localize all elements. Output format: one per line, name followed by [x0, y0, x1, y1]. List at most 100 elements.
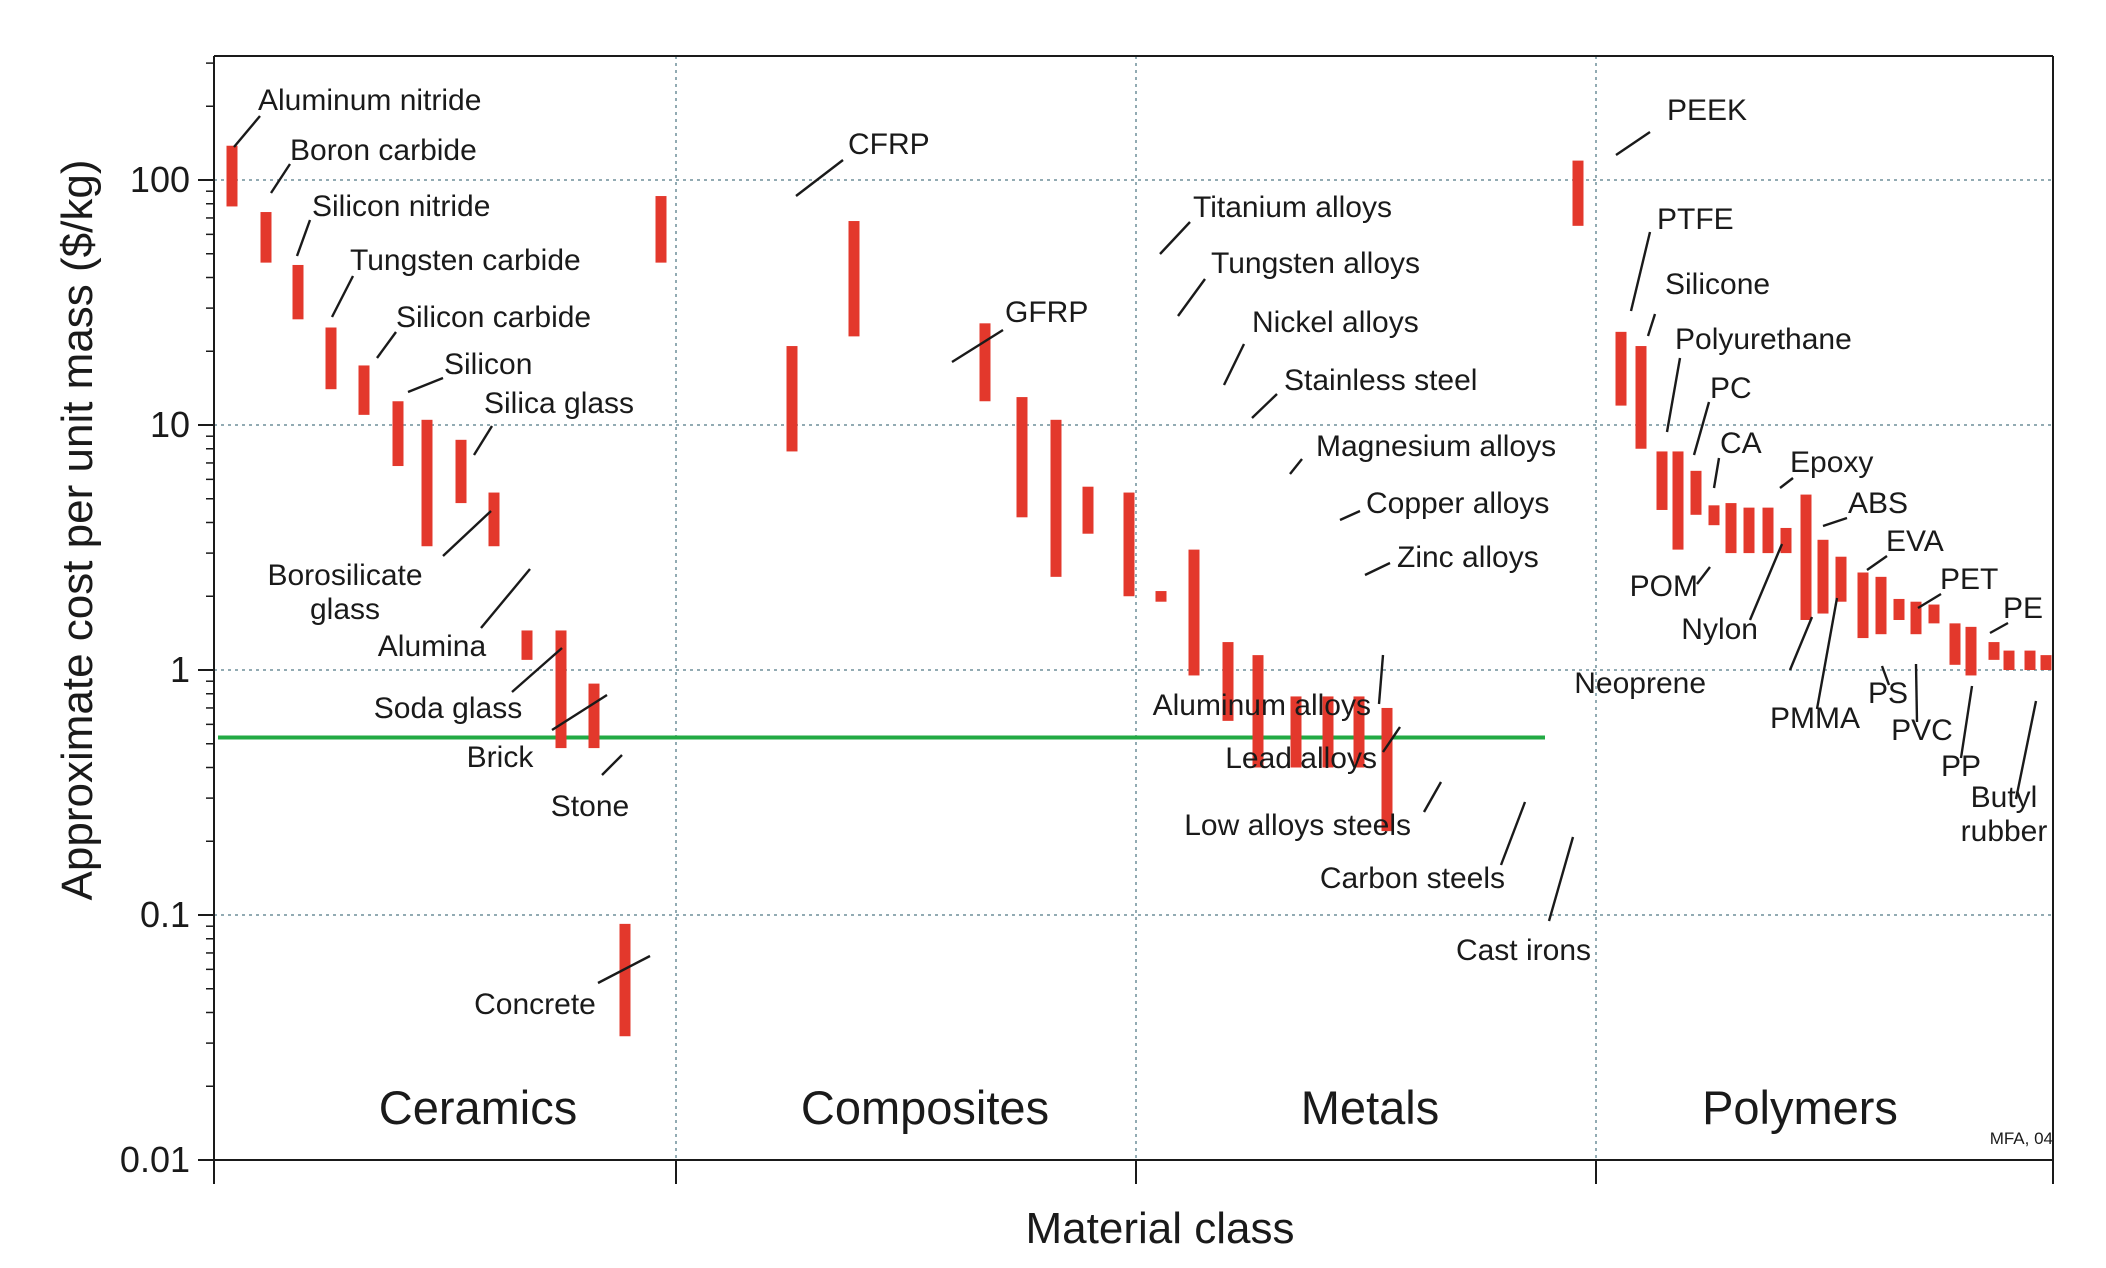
- label-line: Soda glass: [374, 692, 522, 725]
- label-line: CFRP: [848, 128, 930, 161]
- class-label-polymers: Polymers: [1702, 1081, 1898, 1134]
- leader-low-alloys-steels: [1422, 781, 1443, 813]
- label-magnesium-alloys: Magnesium alloys: [1316, 430, 1556, 463]
- label-peek: PEEK: [1667, 94, 1747, 127]
- label-line: Silica glass: [484, 387, 634, 420]
- bar-cast-irons-28: Cast irons: [1381, 707, 1393, 832]
- class-label-composites: Composites: [801, 1081, 1049, 1134]
- label-silicone: Silicone: [1665, 268, 1770, 301]
- bar-pet-46: PET: [1910, 601, 1922, 635]
- label-soda-glass: Soda glass: [374, 692, 522, 725]
- bar-eva-43: EVA: [1857, 572, 1869, 639]
- bar-silicone-31: Silicone: [1635, 346, 1647, 449]
- label-pet: PET: [1940, 563, 1998, 596]
- leader-ca: [1712, 457, 1721, 489]
- bar-nickel-alloys-17: Nickel alloys: [1016, 397, 1028, 518]
- leader-boron-carbide: [269, 163, 292, 194]
- label-line: PMMA: [1770, 702, 1860, 735]
- bar-silica-glass-6: Silica glass: [421, 419, 433, 547]
- label-gfrp: GFRP: [1005, 296, 1088, 329]
- bar-ptfe-30: PTFE: [1615, 331, 1627, 406]
- bar-cfrp-13: CFRP: [655, 196, 667, 263]
- label-line: Zinc alloys: [1397, 541, 1539, 574]
- bar-aluminum-alloys-22: Aluminum alloys: [1188, 549, 1200, 676]
- leader-pet: [1917, 592, 1942, 610]
- leader-nickel-alloys: [1222, 343, 1246, 386]
- label-neoprene: Neoprene: [1574, 667, 1706, 700]
- bar-pet-47: PET: [1928, 604, 1940, 624]
- label-line: Boron carbide: [290, 134, 477, 167]
- x-axis-title: Material class: [1026, 1204, 1295, 1253]
- label-silicon-carbide: Silicon carbide: [396, 301, 591, 334]
- bar-concrete-12: Concrete: [619, 923, 631, 1037]
- source-note: MFA, 04: [1990, 1129, 2053, 1148]
- bar-silicon-nitride-2: Silicon nitride: [292, 264, 304, 320]
- leader-tungsten-alloys: [1177, 278, 1206, 317]
- leader-nylon: [1748, 543, 1784, 621]
- label-line: PTFE: [1657, 203, 1734, 236]
- leader-cfrp: [795, 159, 844, 197]
- label-nickel-alloys: Nickel alloys: [1252, 306, 1419, 339]
- label-line: Carbon steels: [1320, 862, 1505, 895]
- label-line: Lead alloys: [1225, 742, 1377, 775]
- label-cast-irons: Cast irons: [1456, 934, 1591, 967]
- label-line: glass: [310, 593, 380, 626]
- label-line: Cast irons: [1456, 934, 1591, 967]
- leader-polyurethane: [1665, 357, 1682, 433]
- range-bars: Aluminum nitride Boron carbide Silicon nit…: [226, 145, 2052, 1037]
- label-line: Neoprene: [1574, 667, 1706, 700]
- leader-aluminum-nitride: [233, 115, 261, 148]
- bar-butyl-rubber-52: Butyl rubber: [2024, 650, 2036, 670]
- label-aluminum-alloys: Aluminum alloys: [1153, 689, 1371, 722]
- bar-brick-10: Brick: [555, 630, 567, 749]
- label-line: PC: [1710, 372, 1752, 405]
- bar-pp-48: PP: [1949, 623, 1961, 665]
- bar-zinc-alloys-21: Zinc alloys: [1155, 591, 1167, 602]
- leader-ptfe: [1629, 231, 1652, 312]
- label-line: Stone: [551, 790, 629, 823]
- leader-copper-alloys: [1339, 509, 1361, 522]
- bar-alumina-8: Alumina: [488, 492, 500, 547]
- leader-carbon-steels: [1499, 801, 1527, 866]
- leader-pmma: [1815, 597, 1839, 710]
- bar-ps-44: PS: [1875, 576, 1887, 635]
- leader-silicon: [407, 376, 444, 394]
- leader-stone: [601, 754, 623, 776]
- bar-silicon-5: Silicon: [392, 401, 404, 467]
- label-tungsten-carbide: Tungsten carbide: [350, 244, 581, 277]
- bar-stone-11: Stone: [588, 683, 600, 749]
- leader-cast-irons: [1547, 836, 1575, 922]
- bar-stainless-steel-18: Stainless steel: [1050, 419, 1062, 577]
- leader-pvc: [1914, 663, 1919, 723]
- label-line: Magnesium alloys: [1316, 430, 1556, 463]
- leader-silicon-nitride: [295, 219, 312, 257]
- y-tick-label-100: 100: [130, 159, 190, 200]
- label-line: Nickel alloys: [1252, 306, 1419, 339]
- bar-copper-alloys-20: Copper alloys: [1123, 492, 1135, 597]
- label-ca: CA: [1720, 427, 1762, 460]
- bar-gfrp-14: GFRP: [786, 346, 798, 452]
- axes: 100 10 1 0.1 0.01: [120, 55, 2054, 1184]
- bar-butyl-rubber-53: Butyl rubber: [2040, 655, 2052, 670]
- bar-nylon-37: Nylon: [1743, 507, 1755, 554]
- y-tick-label-1: 1: [170, 649, 190, 690]
- leader-epoxy: [1779, 477, 1794, 489]
- bar-magnesium-alloys-19: Magnesium alloys: [1082, 486, 1094, 534]
- leader-gfrp: [951, 328, 1004, 364]
- bar-nylon-38: Nylon: [1762, 507, 1774, 554]
- bar-soda-glass-9: Soda glass: [521, 630, 533, 660]
- label-cfrp: CFRP: [848, 128, 930, 161]
- leader-aluminum-alloys: [1377, 654, 1385, 705]
- label-line: Epoxy: [1790, 446, 1873, 479]
- bar-titanium-alloys-15: Titanium alloys: [848, 221, 860, 337]
- label-line: ABS: [1848, 487, 1908, 520]
- bar-labels: Aluminum nitride Boron carbide Silicon nit…: [258, 84, 2047, 1021]
- label-pvc: PVC: [1891, 714, 1953, 747]
- leader-borosilicate-glass: [442, 510, 492, 557]
- leader-soda-glass: [511, 647, 563, 693]
- y-tick-label-0-01: 0.01: [120, 1139, 190, 1180]
- bar-carbon-steels-27: Carbon steels: [1353, 696, 1365, 768]
- label-low-alloys-steels: Low alloys steels: [1184, 809, 1411, 842]
- label-aluminum-nitride: Aluminum nitride: [258, 84, 481, 117]
- label-nylon: Nylon: [1681, 613, 1758, 646]
